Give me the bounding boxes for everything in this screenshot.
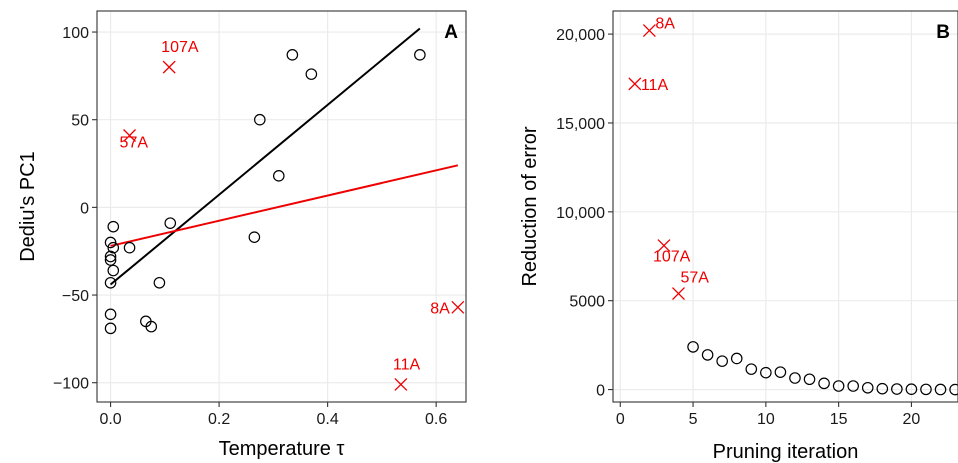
data-point	[949, 383, 958, 396]
panel-a-letter: A	[444, 22, 458, 43]
data-point	[716, 355, 728, 367]
x-tick-label: 0.0	[99, 411, 121, 428]
panel-b-ticks: 0 5 10 15 20 0 5000 10,000 15,000 20,000	[556, 27, 920, 428]
y-tick-label: 20,000	[556, 27, 605, 44]
data-point	[414, 49, 426, 61]
outlier-label: 11A	[641, 77, 669, 94]
y-tick-label: 5000	[569, 294, 605, 311]
data-point	[905, 383, 918, 396]
outlier-label: 57A	[120, 134, 149, 151]
data-point	[104, 322, 117, 335]
data-point	[248, 231, 261, 243]
data-point	[861, 381, 874, 394]
outlier-marker	[657, 239, 671, 253]
x-tick-label: 0.4	[317, 411, 339, 428]
data-point	[104, 254, 117, 266]
panel-b: 8A 11A 107A 57A 0 5 10 15 20 0 5000 10,000 15,000 20…	[519, 10, 958, 463]
fit-line	[109, 27, 421, 286]
data-point	[745, 363, 758, 375]
data-point	[104, 308, 117, 321]
panel-b-frame	[612, 10, 958, 403]
outlier-label: 8A	[655, 16, 675, 33]
outlier-label: 107A	[653, 249, 691, 266]
data-point	[123, 241, 136, 254]
x-tick-label: 0.2	[208, 411, 230, 428]
y-tick-label: 15,000	[556, 116, 605, 133]
outlier-marker	[628, 77, 642, 91]
panel-a-ticks: 0.0 0.2 0.4 0.6 100 50 0 −50 −100	[53, 25, 447, 428]
panel-a-points	[104, 49, 426, 335]
data-point	[774, 366, 787, 378]
y-tick-label: 0	[596, 383, 605, 400]
panel-a: 107A 57A 8A 11A 0.0 0.2 0.4 0.6 100 50 0 −50 −100 A…	[17, 10, 467, 460]
y-tick-label: 10,000	[556, 205, 605, 222]
y-tick-label: 50	[71, 113, 89, 130]
outlier-label: 57A	[681, 270, 710, 287]
x-tick-label: 10	[757, 411, 775, 428]
outlier-marker	[451, 300, 465, 314]
data-point	[832, 380, 845, 392]
data-point	[803, 373, 816, 386]
data-point	[934, 383, 947, 396]
data-point	[107, 264, 120, 277]
outlier-label: 8A	[430, 300, 450, 317]
panel-b-outliers: 8A 11A 107A 57A	[628, 16, 710, 301]
panel-a-x-axis-title: Temperature τ	[219, 438, 345, 460]
panel-a-frame	[96, 10, 467, 403]
data-point	[253, 113, 266, 126]
data-point	[876, 382, 889, 395]
data-point	[305, 68, 318, 80]
outlier-marker	[672, 287, 685, 301]
data-point	[920, 383, 932, 396]
data-point	[789, 372, 801, 384]
x-tick-label: 20	[903, 411, 921, 428]
outlier-marker	[394, 378, 408, 391]
panel-b-grid	[613, 11, 958, 402]
outlier-marker	[642, 24, 656, 38]
outlier-marker	[162, 60, 176, 74]
x-tick-label: 15	[830, 411, 848, 428]
outlier-label: 107A	[161, 39, 199, 56]
panel-b-y-axis-title: Reduction of error	[519, 126, 541, 286]
outlier-label: 11A	[393, 356, 421, 373]
panel-a-y-axis-title: Dediu's PC1	[17, 151, 39, 262]
data-point	[687, 341, 699, 353]
data-point	[730, 352, 743, 365]
data-point	[818, 377, 830, 390]
data-point	[104, 276, 117, 289]
y-tick-label: 100	[62, 25, 89, 42]
panel-a-grid	[97, 11, 466, 402]
data-point	[104, 236, 117, 249]
data-point	[104, 250, 117, 263]
y-tick-label: −100	[53, 376, 89, 393]
data-point	[272, 170, 285, 182]
x-tick-label: 0	[616, 411, 625, 428]
outlier-marker	[123, 129, 137, 142]
data-point	[891, 383, 903, 395]
data-point	[286, 49, 299, 61]
data-point	[701, 349, 714, 361]
data-point	[145, 320, 158, 333]
fit-line	[110, 164, 459, 247]
panel-b-letter: B	[936, 22, 950, 43]
x-tick-label: 5	[689, 411, 698, 428]
data-point	[107, 220, 120, 233]
panel-b-x-axis-title: Pruning iteration	[713, 441, 859, 463]
data-point	[760, 366, 772, 379]
panel-a-outliers: 107A 57A 8A 11A	[120, 39, 465, 391]
y-tick-label: −50	[62, 288, 89, 305]
panel-a-lines	[109, 27, 459, 286]
data-point	[847, 380, 859, 392]
data-point	[153, 276, 166, 289]
y-tick-label: 0	[80, 200, 89, 217]
panel-b-points	[687, 341, 958, 396]
data-point	[107, 241, 120, 254]
data-point	[164, 217, 177, 229]
x-tick-label: 0.6	[425, 411, 447, 428]
